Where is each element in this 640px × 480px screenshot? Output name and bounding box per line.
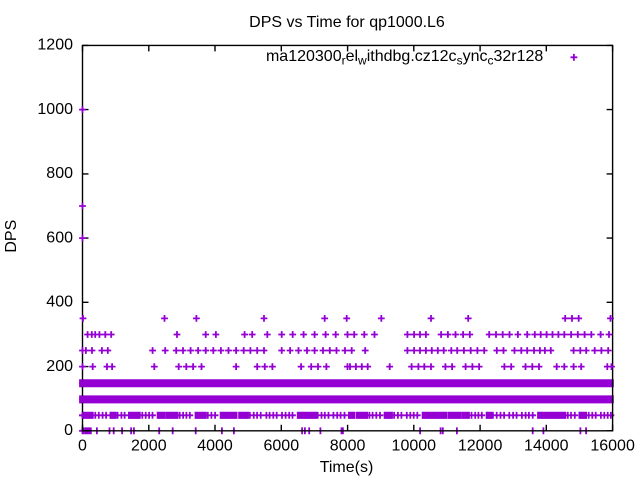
svg-text:DPS: DPS <box>3 220 20 253</box>
svg-text:6000: 6000 <box>264 438 300 455</box>
svg-text:800: 800 <box>46 165 73 182</box>
svg-text:0: 0 <box>78 438 87 455</box>
svg-text:Time(s): Time(s) <box>320 459 374 476</box>
svg-text:14000: 14000 <box>524 438 569 455</box>
svg-text:200: 200 <box>46 358 73 375</box>
svg-text:600: 600 <box>46 229 73 246</box>
svg-text:ma120300relwithdbg.cz12csyncc3: ma120300relwithdbg.cz12csyncc32r128 <box>266 48 543 68</box>
svg-text:16000: 16000 <box>590 438 635 455</box>
svg-text:400: 400 <box>46 294 73 311</box>
svg-text:10000: 10000 <box>392 438 437 455</box>
svg-text:1200: 1200 <box>37 37 73 54</box>
svg-text:8000: 8000 <box>330 438 366 455</box>
svg-text:4000: 4000 <box>197 438 233 455</box>
svg-text:0: 0 <box>64 422 73 439</box>
svg-text:12000: 12000 <box>458 438 503 455</box>
svg-text:DPS vs Time for qp1000.L6: DPS vs Time for qp1000.L6 <box>249 14 445 31</box>
svg-text:2000: 2000 <box>131 438 167 455</box>
svg-text:1000: 1000 <box>37 101 73 118</box>
